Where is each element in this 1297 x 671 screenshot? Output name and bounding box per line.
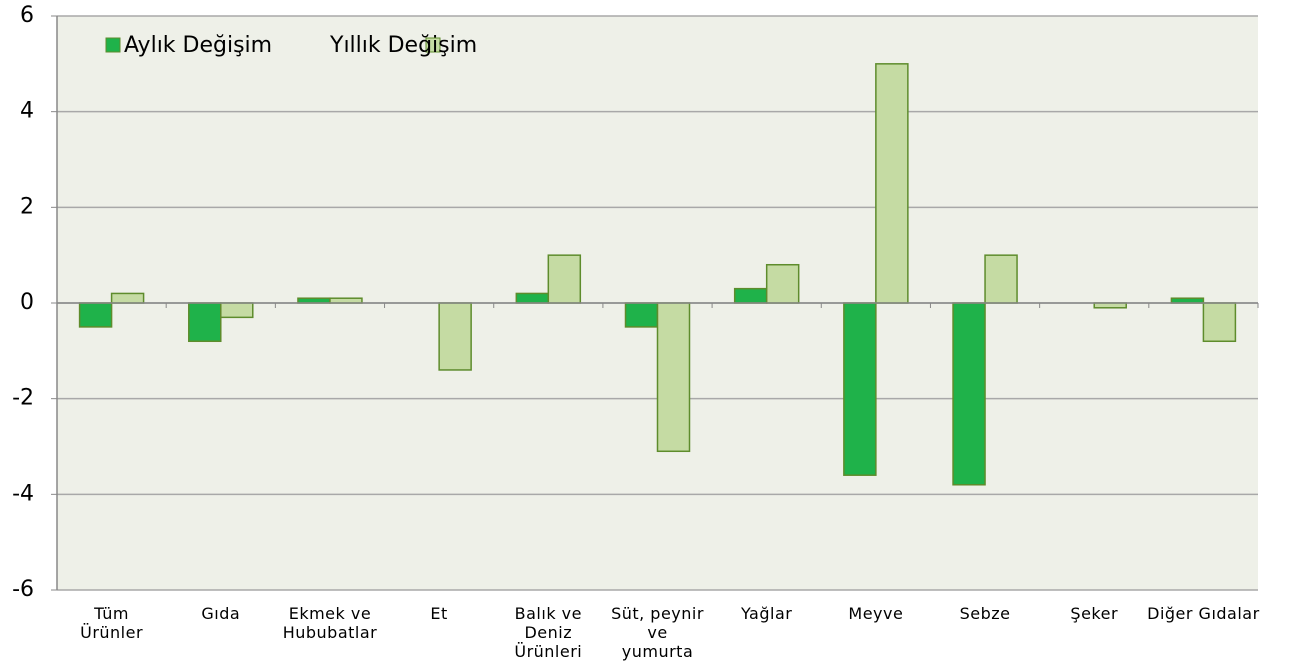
x-tick-label: Sebze (959, 604, 1011, 623)
bar (733, 287, 768, 304)
x-tick-label: Yağlar (740, 604, 793, 623)
bar (188, 302, 222, 343)
bar (110, 292, 145, 304)
bar (952, 302, 986, 486)
bar (515, 292, 550, 304)
y-tick-label: 4 (20, 99, 34, 124)
y-tick-label: 2 (20, 194, 34, 219)
bar (875, 63, 909, 304)
legend-swatch (105, 37, 121, 53)
legend-label: Yıllık Değişim (329, 33, 477, 58)
bar (220, 302, 254, 319)
x-tick-label: Et (430, 604, 448, 623)
bar (1202, 302, 1237, 343)
x-tick-label: Balık ve Deniz Ürünleri (514, 604, 583, 661)
y-tick-label: 0 (20, 290, 34, 315)
legend-swatch (425, 37, 441, 53)
y-tick-label: -4 (12, 481, 34, 506)
bar (547, 254, 582, 304)
x-tick-label: Gıda (201, 604, 241, 623)
x-tick-label: Diğer Gıdalar (1147, 604, 1260, 623)
x-tick-label: Tüm Ürünler (80, 604, 144, 642)
y-tick-label: 6 (20, 3, 34, 28)
bar (624, 302, 659, 328)
bar (438, 302, 472, 371)
x-tick-label: Ekmek ve Hububatlar (282, 604, 378, 642)
x-tick-label: Süt, peynir ve yumurta (611, 604, 704, 661)
x-tick-label: Şeker (1070, 604, 1119, 623)
y-tick-label: -2 (12, 386, 34, 411)
x-tick-label: Meyve (848, 604, 904, 623)
y-tick-label: -6 (12, 577, 34, 602)
bar (78, 302, 113, 328)
bar (765, 263, 800, 304)
bar (656, 302, 691, 453)
legend-label: Aylık Değişim (124, 33, 272, 58)
bar (843, 302, 877, 476)
bar (984, 254, 1018, 304)
